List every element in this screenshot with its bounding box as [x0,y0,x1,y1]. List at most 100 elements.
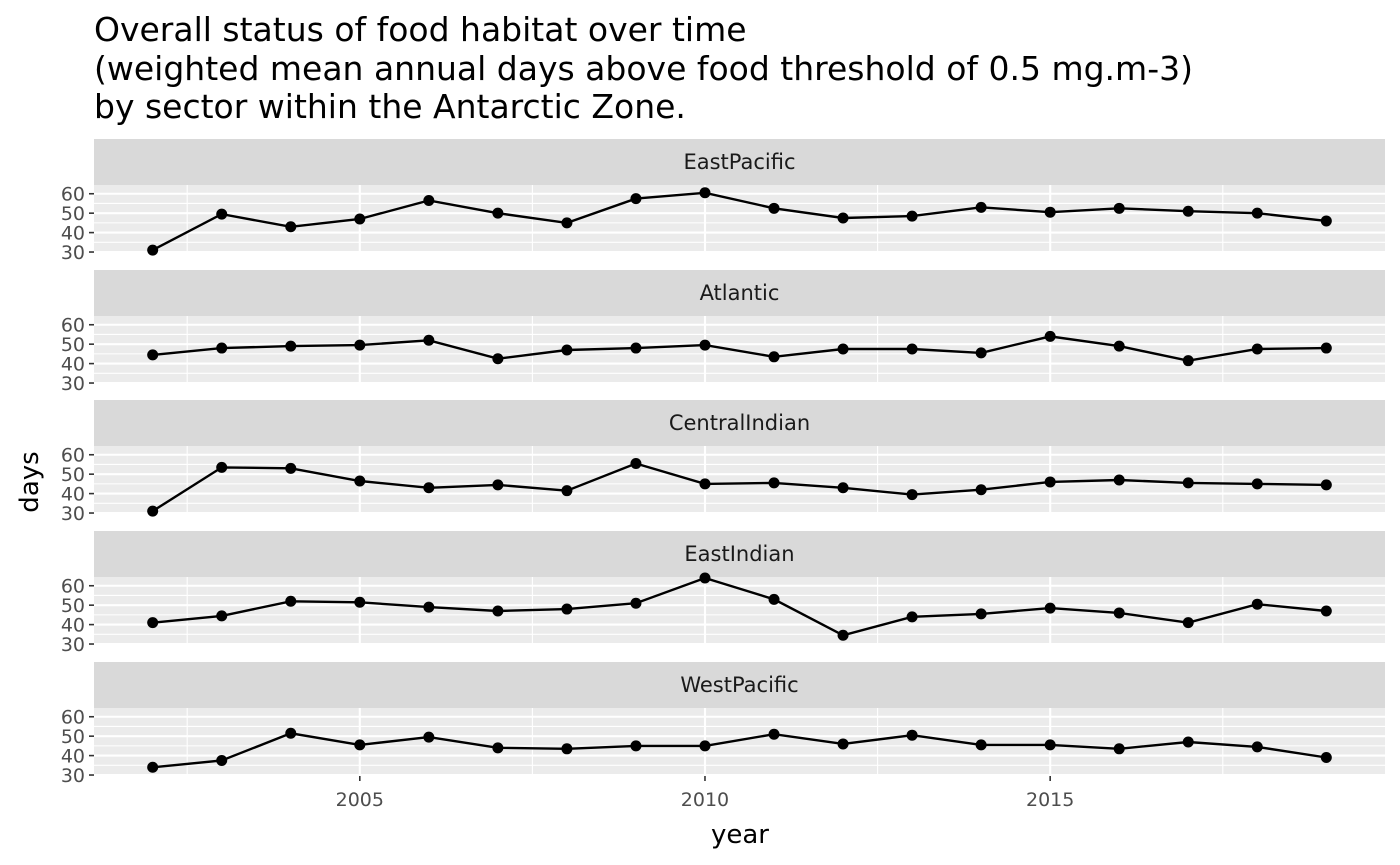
chart-title-line-1: Overall status of food habitat over time [94,10,747,49]
data-point-eastindian-2004 [285,595,297,607]
data-point-westpacific-2015 [1044,739,1056,751]
data-point-atlantic-2014 [975,347,987,359]
data-point-centralindian-2008 [561,485,573,497]
y-tick-label: 30 [61,634,85,656]
data-point-atlantic-2011 [768,351,780,363]
x-axis: 2005 2010 2015 [336,776,1074,811]
data-point-centralindian-2013 [906,489,918,501]
y-tick-label: 50 [61,203,85,225]
data-point-eastindian-2014 [975,608,987,620]
data-point-atlantic-2013 [906,343,918,355]
data-point-eastpacific-2012 [837,212,849,224]
data-point-eastindian-2016 [1113,607,1125,619]
data-point-eastpacific-2009 [630,193,642,205]
data-point-westpacific-2003 [216,754,228,766]
y-tick-label: 40 [61,484,85,506]
series-line-centralindian [152,462,1327,513]
data-point-centralindian-2018 [1251,478,1263,490]
data-point-eastpacific-2003 [216,208,228,220]
data-point-westpacific-2011 [768,728,780,740]
data-point-westpacific-2017 [1182,736,1194,748]
panel-background-eastpacific [94,185,1385,253]
y-tick-label: 30 [61,242,85,264]
y-tick-label: 50 [61,595,85,617]
x-tick-label: 2005 [336,789,384,811]
data-point-westpacific-2005 [354,739,366,751]
facet-strip-label-westpacific: WestPacific [680,673,798,697]
data-point-centralindian-2006 [423,482,435,494]
data-point-centralindian-2003 [216,461,228,473]
data-point-eastpacific-2018 [1251,207,1263,219]
data-point-westpacific-2002 [147,761,159,773]
data-point-centralindian-2010 [699,478,711,490]
data-point-atlantic-2004 [285,340,297,352]
data-point-centralindian-2005 [354,475,366,487]
y-tick-label: 60 [61,315,85,337]
data-point-atlantic-2015 [1044,330,1056,342]
data-point-eastindian-2008 [561,603,573,615]
data-point-westpacific-2018 [1251,741,1263,753]
facet-strip-label-eastindian: EastIndian [684,542,794,566]
data-point-eastpacific-2017 [1182,205,1194,217]
data-point-eastpacific-2013 [906,210,918,222]
data-point-centralindian-2017 [1182,477,1194,489]
data-point-atlantic-2017 [1182,355,1194,367]
facet-strip-atlantic [94,270,1385,316]
x-axis-title: year [711,820,769,850]
data-point-westpacific-2012 [837,738,849,750]
data-point-eastindian-2012 [837,629,849,641]
data-point-eastindian-2006 [423,601,435,613]
data-point-eastindian-2007 [492,605,504,617]
series-line-eastpacific [152,191,1327,252]
y-tick-label: 40 [61,354,85,376]
data-point-eastpacific-2010 [699,187,711,199]
data-point-centralindian-2004 [285,462,297,474]
data-point-eastpacific-2006 [423,195,435,207]
data-point-eastpacific-2007 [492,207,504,219]
y-tick-label: 40 [61,223,85,245]
panel-background-centralindian [94,446,1385,514]
data-point-centralindian-2014 [975,484,987,496]
data-point-eastindian-2010 [699,572,711,584]
data-point-atlantic-2012 [837,343,849,355]
data-point-atlantic-2019 [1320,342,1332,354]
data-point-eastindian-2009 [630,597,642,609]
facet-strip-eastindian [94,531,1385,577]
data-point-eastindian-2005 [354,596,366,608]
facet-strip-centralindian [94,400,1385,446]
facet-strip-label-eastpacific: EastPacific [683,150,795,174]
series-line-eastindian [152,576,1327,637]
data-point-westpacific-2007 [492,742,504,754]
data-point-westpacific-2006 [423,731,435,743]
data-point-atlantic-2006 [423,334,435,346]
series-line-westpacific [152,732,1327,769]
facet-strip-eastpacific [94,139,1385,185]
data-point-atlantic-2008 [561,344,573,356]
data-point-eastpacific-2011 [768,202,780,214]
x-tick-label: 2015 [1026,789,1074,811]
data-point-eastindian-2017 [1182,617,1194,629]
y-tick-label: 30 [61,373,85,395]
facet-strip-label-atlantic: Atlantic [700,281,780,305]
y-tick-label: 30 [61,503,85,525]
y-tick-label: 30 [61,765,85,787]
y-tick-label: 60 [61,576,85,598]
x-tick-label: 2010 [681,789,729,811]
data-point-westpacific-2014 [975,739,987,751]
data-point-centralindian-2016 [1113,474,1125,486]
series-line-atlantic [152,335,1327,362]
data-point-eastindian-2011 [768,593,780,605]
data-point-eastpacific-2008 [561,217,573,229]
y-tick-label: 60 [61,445,85,467]
data-point-centralindian-2002 [147,505,159,517]
y-tick-label: 50 [61,726,85,748]
data-point-atlantic-2018 [1251,343,1263,355]
data-point-eastindian-2015 [1044,602,1056,614]
data-point-eastindian-2003 [216,610,228,622]
y-tick-label: 60 [61,184,85,206]
data-point-eastpacific-2019 [1320,215,1332,227]
